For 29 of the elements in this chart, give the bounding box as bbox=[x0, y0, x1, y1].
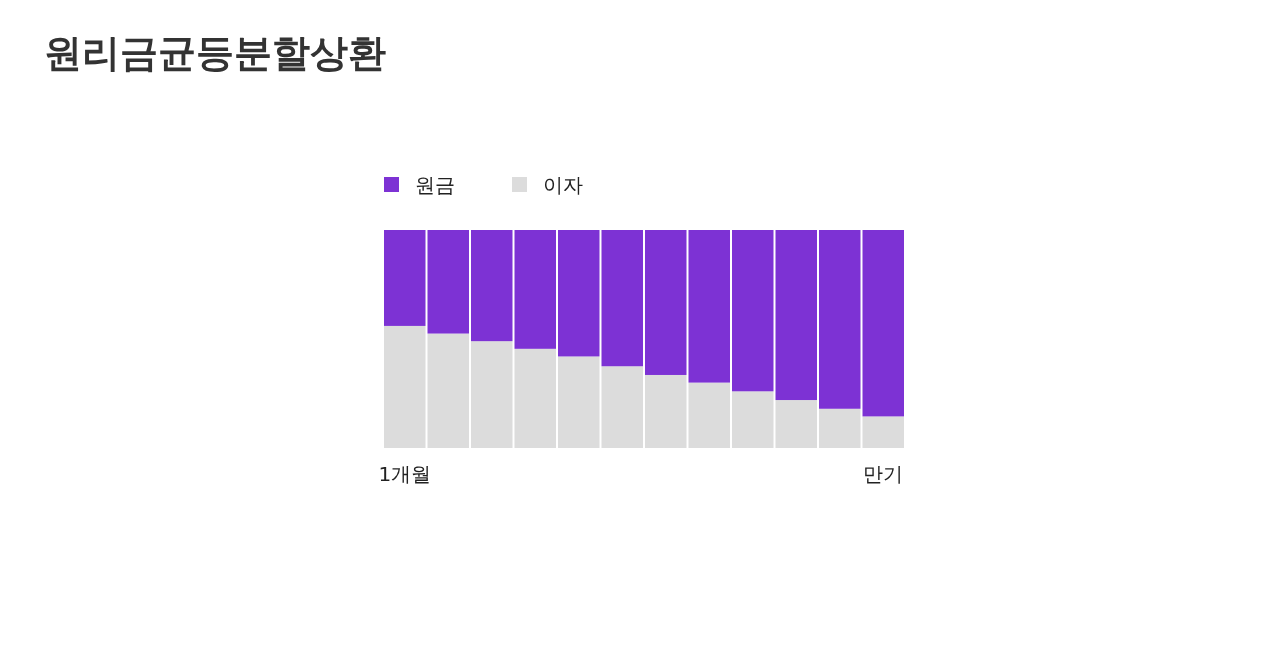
bar bbox=[384, 230, 426, 326]
bar bbox=[471, 341, 513, 448]
bar bbox=[601, 366, 643, 448]
bar bbox=[471, 230, 513, 342]
bar bbox=[645, 374, 687, 448]
x-tick-label: 만기 bbox=[863, 462, 904, 486]
bar bbox=[775, 400, 817, 448]
bar bbox=[862, 230, 904, 417]
bar bbox=[645, 230, 687, 375]
x-tick-label: 1개월 bbox=[378, 462, 432, 486]
chart-title: 원리금균등분할상환 bbox=[44, 31, 386, 75]
bar bbox=[732, 391, 774, 448]
bar bbox=[514, 230, 556, 349]
bar bbox=[601, 230, 643, 367]
legend-label: 원금 bbox=[415, 173, 455, 197]
bar bbox=[688, 382, 730, 448]
bar bbox=[732, 230, 774, 392]
bar bbox=[558, 356, 600, 448]
bar bbox=[819, 230, 861, 409]
bar bbox=[688, 230, 730, 383]
bar bbox=[819, 408, 861, 448]
bar bbox=[427, 230, 469, 334]
legend-label: 이자 bbox=[543, 173, 583, 197]
bar bbox=[775, 230, 817, 401]
bar bbox=[558, 230, 600, 357]
bar bbox=[427, 333, 469, 448]
bar bbox=[862, 416, 904, 448]
bar bbox=[384, 325, 426, 448]
bar bbox=[514, 348, 556, 448]
